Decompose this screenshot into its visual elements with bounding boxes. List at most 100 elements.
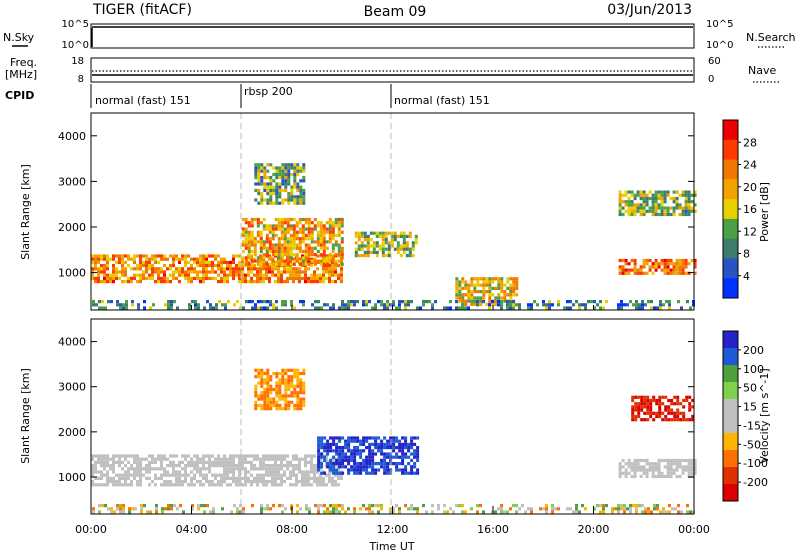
heatmap-cell xyxy=(154,467,157,471)
heatmap-cell xyxy=(244,273,247,277)
heatmap-cell xyxy=(356,300,359,304)
heatmap-cell xyxy=(202,464,205,468)
heatmap-cell xyxy=(98,510,101,514)
heatmap-cell xyxy=(319,276,322,280)
heatmap-cell xyxy=(639,206,643,210)
heatmap-cell xyxy=(672,271,676,275)
heatmap-cell xyxy=(672,262,676,266)
heatmap-cell xyxy=(316,237,320,241)
heatmap-cell xyxy=(328,256,332,260)
heatmap-cell xyxy=(328,470,331,474)
heatmap-cell xyxy=(642,200,646,204)
heatmap-cell xyxy=(253,464,256,468)
heatmap-cell xyxy=(284,397,288,401)
heatmap-cell xyxy=(313,473,316,477)
heatmap-cell xyxy=(569,507,572,511)
heatmap-cell xyxy=(645,458,649,463)
heatmap-cell xyxy=(401,462,405,466)
heatmap-cell xyxy=(636,193,640,197)
heatmap-cell xyxy=(673,418,677,422)
heatmap-cell xyxy=(103,264,106,268)
heatmap-cell xyxy=(301,480,304,484)
heatmap-cell xyxy=(136,457,139,461)
heatmap-cell xyxy=(344,446,348,450)
heatmap-cell xyxy=(633,458,637,463)
heatmap-cell xyxy=(254,387,258,392)
heatmap-cell xyxy=(166,276,169,280)
heatmap-cell xyxy=(299,179,303,183)
heatmap-cell xyxy=(672,265,676,269)
heatmap-cell xyxy=(296,397,300,401)
heatmap-cell xyxy=(621,258,625,263)
heatmap-cell xyxy=(184,270,187,274)
heatmap-cell xyxy=(678,265,682,269)
heatmap-cell xyxy=(169,454,172,458)
heatmap-cell xyxy=(677,504,680,508)
heatmap-cell xyxy=(112,480,115,484)
heatmap-cell xyxy=(431,504,434,508)
heatmap-cell xyxy=(286,221,290,225)
heatmap-cell xyxy=(265,267,268,271)
heatmap-cell xyxy=(260,306,263,310)
heatmap-cell xyxy=(91,260,94,264)
heatmap-cell xyxy=(112,476,115,480)
heatmap-cell xyxy=(136,254,139,258)
heatmap-cell xyxy=(241,464,244,468)
heatmap-cell xyxy=(329,442,333,446)
heatmap-cell xyxy=(100,270,103,274)
heatmap-cell xyxy=(405,234,409,238)
heatmap-cell xyxy=(118,460,121,464)
heatmap-cell xyxy=(154,257,157,261)
heatmap-cell xyxy=(646,395,650,399)
heatmap-cell xyxy=(241,256,245,260)
heatmap-cell xyxy=(666,268,670,272)
heatmap-cell xyxy=(211,483,214,487)
heatmap-cell xyxy=(220,270,223,274)
heatmap-cell xyxy=(413,455,417,459)
heatmap-cell xyxy=(257,176,261,180)
heatmap-cell xyxy=(359,439,363,443)
heatmap-cell xyxy=(624,193,628,197)
heatmap-cell xyxy=(271,230,275,234)
heatmap-cell xyxy=(265,233,269,238)
heatmap-cell xyxy=(196,264,199,268)
heatmap-cell xyxy=(641,303,644,307)
heatmap-cell xyxy=(278,188,282,192)
heatmap-cell xyxy=(383,442,387,446)
heatmap-cell xyxy=(386,455,390,459)
heatmap-cell xyxy=(491,286,495,290)
heatmap-cell xyxy=(296,169,300,173)
date-title: 03/Jun/2013 xyxy=(607,2,692,18)
heatmap-cell xyxy=(396,247,400,251)
heatmap-cell xyxy=(295,480,298,484)
heatmap-cell xyxy=(413,465,417,469)
heatmap-cell xyxy=(271,243,275,247)
heatmap-cell xyxy=(329,468,333,472)
heatmap-cell xyxy=(688,408,692,412)
heatmap-cell xyxy=(269,192,273,196)
heatmap-cell xyxy=(259,262,263,266)
heatmap-cell xyxy=(488,290,492,294)
heatmap-cell xyxy=(295,253,299,257)
heatmap-cell xyxy=(178,257,181,261)
heatmap-cell xyxy=(620,504,623,508)
heatmap-cell xyxy=(319,224,323,228)
heatmap-cell xyxy=(362,300,365,304)
heatmap-cell xyxy=(664,408,668,412)
heatmap-cell xyxy=(170,306,173,310)
heatmap-cell xyxy=(331,254,334,258)
heatmap-cell xyxy=(133,457,136,461)
heatmap-cell xyxy=(624,474,628,479)
heatmap-cell xyxy=(545,510,548,514)
heatmap-cell xyxy=(241,276,244,280)
heatmap-cell xyxy=(408,254,412,258)
heatmap-cell xyxy=(259,473,262,477)
heatmap-cell xyxy=(365,303,368,307)
heatmap-cell xyxy=(220,267,223,271)
heatmap-cell xyxy=(383,465,387,469)
heatmap-cell xyxy=(278,391,282,395)
heatmap-cell xyxy=(163,470,166,474)
heatmap-cell xyxy=(298,243,302,247)
heatmap-cell xyxy=(217,280,220,284)
heatmap-cell xyxy=(283,221,287,225)
